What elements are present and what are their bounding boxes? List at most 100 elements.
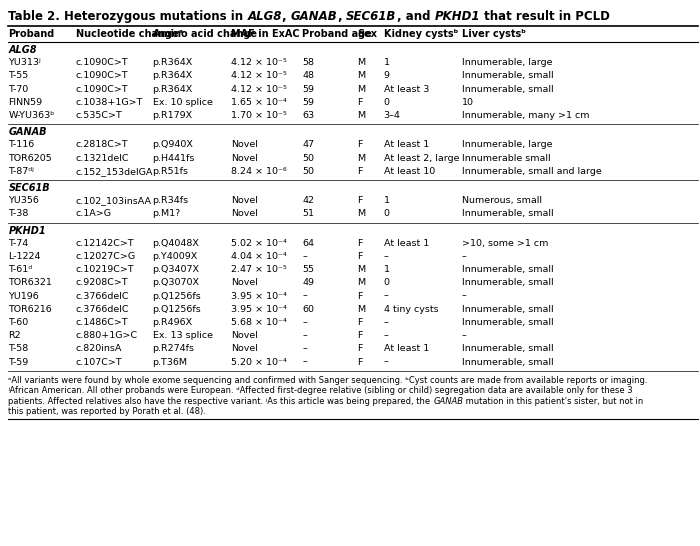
Text: F: F — [357, 345, 363, 353]
Text: 60: 60 — [302, 305, 314, 314]
Text: ʲAfrican American. All other probands were European. ᵈAffected first-degree rela: ʲAfrican American. All other probands we… — [8, 387, 633, 395]
Text: F: F — [357, 252, 363, 261]
Text: 4.04 × 10⁻⁴: 4.04 × 10⁻⁴ — [231, 252, 287, 261]
Text: –: – — [462, 331, 467, 340]
Text: FINN59: FINN59 — [8, 98, 43, 107]
Text: –: – — [302, 358, 307, 366]
Text: T-59: T-59 — [8, 358, 29, 366]
Text: 0: 0 — [384, 98, 390, 107]
Text: p.Y4009X: p.Y4009X — [153, 252, 198, 261]
Text: Innumerable, large: Innumerable, large — [462, 58, 552, 67]
Text: F: F — [357, 98, 363, 107]
Text: p.H441fs: p.H441fs — [153, 153, 195, 163]
Text: c.12142C>T: c.12142C>T — [76, 239, 134, 248]
Text: Nucleotide changeᵃ: Nucleotide changeᵃ — [76, 29, 183, 39]
Text: c.107C>T: c.107C>T — [76, 358, 122, 366]
Text: c.9208C>T: c.9208C>T — [76, 278, 128, 287]
Text: Innumerable, small: Innumerable, small — [462, 72, 554, 80]
Text: p.T36M: p.T36M — [153, 358, 188, 366]
Text: M: M — [357, 278, 365, 287]
Text: T-60: T-60 — [8, 318, 29, 327]
Text: c.1090C>T: c.1090C>T — [76, 72, 128, 80]
Text: c.880+1G>C: c.880+1G>C — [76, 331, 138, 340]
Text: 10: 10 — [462, 98, 474, 107]
Text: F: F — [357, 167, 363, 176]
Text: Innumerable, large: Innumerable, large — [462, 140, 552, 150]
Text: At least 1: At least 1 — [384, 345, 429, 353]
Text: –: – — [302, 252, 307, 261]
Text: Proband: Proband — [8, 29, 55, 39]
Text: F: F — [357, 140, 363, 150]
Text: TOR6205: TOR6205 — [8, 153, 52, 163]
Text: ALG8: ALG8 — [248, 10, 282, 23]
Text: c.1486C>T: c.1486C>T — [76, 318, 128, 327]
Text: 58: 58 — [302, 58, 314, 67]
Text: 1.65 × 10⁻⁴: 1.65 × 10⁻⁴ — [231, 98, 287, 107]
Text: p.R51fs: p.R51fs — [153, 167, 188, 176]
Text: T-70: T-70 — [8, 85, 29, 93]
Text: TOR6321: TOR6321 — [8, 278, 52, 287]
Text: 4.12 × 10⁻⁵: 4.12 × 10⁻⁵ — [231, 85, 287, 93]
Text: 49: 49 — [302, 278, 314, 287]
Text: T-55: T-55 — [8, 72, 29, 80]
Text: 50: 50 — [302, 153, 314, 163]
Text: ᵃAll variants were found by whole exome sequencing and confirmed with Sanger seq: ᵃAll variants were found by whole exome … — [8, 376, 648, 385]
Text: ,: , — [337, 10, 346, 23]
Text: ALG8: ALG8 — [8, 45, 37, 55]
Text: Innumerable, small: Innumerable, small — [462, 210, 554, 218]
Text: W-YU363ᵇ: W-YU363ᵇ — [8, 111, 55, 120]
Text: p.Q3070X: p.Q3070X — [153, 278, 199, 287]
Text: F: F — [357, 292, 363, 301]
Text: M: M — [357, 265, 365, 274]
Text: c.1038+1G>T: c.1038+1G>T — [76, 98, 143, 107]
Text: PKHD1: PKHD1 — [434, 10, 480, 23]
Text: At least 1: At least 1 — [384, 140, 429, 150]
Text: Proband age: Proband age — [302, 29, 372, 39]
Text: Novel: Novel — [231, 210, 258, 218]
Text: F: F — [357, 196, 363, 205]
Text: p.Q940X: p.Q940X — [153, 140, 193, 150]
Text: 4 tiny cysts: 4 tiny cysts — [384, 305, 438, 314]
Text: 1.70 × 10⁻⁵: 1.70 × 10⁻⁵ — [231, 111, 287, 120]
Text: YU356: YU356 — [8, 196, 39, 205]
Text: 2.47 × 10⁻⁵: 2.47 × 10⁻⁵ — [231, 265, 287, 274]
Text: patients. Affected relatives also have the respective variant. ʲAs this article : patients. Affected relatives also have t… — [8, 397, 433, 406]
Text: p.Q3407X: p.Q3407X — [153, 265, 199, 274]
Text: p.R274fs: p.R274fs — [153, 345, 195, 353]
Text: 59: 59 — [302, 98, 314, 107]
Text: –: – — [384, 358, 388, 366]
Text: p.Q4048X: p.Q4048X — [153, 239, 199, 248]
Text: 42: 42 — [302, 196, 314, 205]
Text: At least 2, large: At least 2, large — [384, 153, 459, 163]
Text: 0: 0 — [384, 278, 390, 287]
Text: p.R496X: p.R496X — [153, 318, 192, 327]
Text: 51: 51 — [302, 210, 314, 218]
Text: c.820insA: c.820insA — [76, 345, 122, 353]
Text: Innumerable, small: Innumerable, small — [462, 358, 554, 366]
Text: Innumerable, small: Innumerable, small — [462, 305, 554, 314]
Text: Innumerable, small and large: Innumerable, small and large — [462, 167, 602, 176]
Text: p.R364X: p.R364X — [153, 72, 192, 80]
Text: T-74: T-74 — [8, 239, 29, 248]
Text: At least 10: At least 10 — [384, 167, 435, 176]
Text: SEC61B: SEC61B — [346, 10, 397, 23]
Text: –: – — [384, 252, 388, 261]
Text: 50: 50 — [302, 167, 314, 176]
Text: At least 3: At least 3 — [384, 85, 429, 93]
Text: YU313ʲ: YU313ʲ — [8, 58, 41, 67]
Text: 4.12 × 10⁻⁵: 4.12 × 10⁻⁵ — [231, 72, 287, 80]
Text: 1: 1 — [384, 265, 390, 274]
Text: Innumerable, small: Innumerable, small — [462, 265, 554, 274]
Text: Novel: Novel — [231, 153, 258, 163]
Text: Novel: Novel — [231, 331, 258, 340]
Text: this patient, was reported by Porath et al. (48).: this patient, was reported by Porath et … — [8, 407, 206, 416]
Text: Innumerable, small: Innumerable, small — [462, 345, 554, 353]
Text: 55: 55 — [302, 265, 314, 274]
Text: Kidney cystsᵇ: Kidney cystsᵇ — [384, 29, 458, 39]
Text: –: – — [462, 252, 467, 261]
Text: GANAB: GANAB — [8, 127, 47, 137]
Text: M: M — [357, 111, 365, 120]
Text: M: M — [357, 58, 365, 67]
Text: T-38: T-38 — [8, 210, 29, 218]
Text: Innumerable, small: Innumerable, small — [462, 85, 554, 93]
